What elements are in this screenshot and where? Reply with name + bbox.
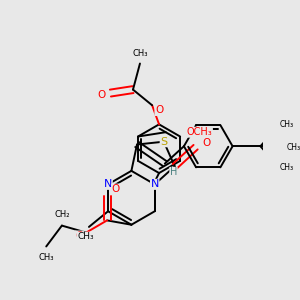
Text: O: O [155,106,163,116]
Text: O: O [202,138,210,148]
Text: CH₃: CH₃ [132,49,148,58]
Text: S: S [160,137,167,147]
Text: CH₃: CH₃ [77,232,94,241]
Text: CH₂: CH₂ [54,210,70,219]
Text: O: O [98,90,106,100]
Text: O: O [75,231,83,241]
Text: N: N [104,179,112,189]
Text: OCH₃: OCH₃ [187,127,212,137]
Text: CH₃: CH₃ [280,164,294,172]
Text: CH₃: CH₃ [38,254,54,262]
Text: CH₃: CH₃ [286,143,300,152]
Text: CH₃: CH₃ [280,120,294,129]
Text: N: N [151,179,159,189]
Text: H: H [170,167,177,177]
Text: O: O [112,184,120,194]
